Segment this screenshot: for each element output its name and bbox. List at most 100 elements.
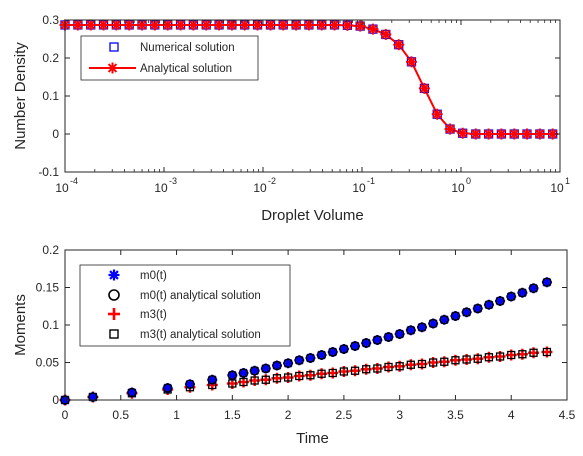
legend-marker-m3-analytical	[109, 329, 119, 339]
point-analytical	[72, 19, 84, 31]
point-m0-t-analytical-solution	[339, 344, 349, 354]
y-tick-label-0: 0.1	[42, 89, 59, 103]
legend-marker-analytical	[89, 62, 136, 74]
y-axis-label-1: Moments	[12, 294, 29, 356]
x-tick-label-0: 10	[550, 181, 564, 195]
point-analytical	[290, 19, 302, 31]
point-analytical	[380, 28, 392, 40]
legend-0: Numerical solution Analytical solution	[80, 35, 259, 81]
point-m0-t-analytical-solution	[394, 329, 405, 339]
legend-label-m3: m3(t)	[140, 309, 167, 321]
point-m3-t-analytical-solution	[428, 358, 438, 367]
point-m0-t-analytical-solution	[450, 311, 461, 321]
point-analytical	[213, 19, 225, 31]
point-analytical	[175, 19, 187, 31]
point-analytical	[457, 127, 469, 139]
legend-1: m0(t) m0(t) analytical solution m3(t) m3…	[79, 264, 291, 347]
point-m0-t-analytical-solution	[461, 307, 472, 317]
point-analytical	[405, 56, 417, 68]
x-tick-label-1: 2	[285, 408, 292, 422]
point-analytical	[187, 19, 199, 31]
point-m0-t-analytical-solution	[528, 283, 539, 293]
point-analytical	[431, 108, 443, 120]
point-analytical	[483, 128, 495, 140]
point-m0-t-analytical-solution	[406, 325, 416, 335]
point-m3-t-analytical-solution	[451, 356, 460, 365]
axes-layer-0: 10 -4 10 -3 10 -2 10 -1 10 0 10 1-0.100.10.20.3	[38, 13, 570, 195]
data-layer-0	[59, 19, 559, 140]
point-analytical	[341, 19, 353, 31]
point-m3-t-analytical-solution	[473, 354, 482, 363]
x-tick-exponent-0: 0	[466, 176, 471, 186]
point-m0-t-analytical-solution	[207, 375, 218, 385]
point-m0-t-analytical-solution	[238, 368, 249, 378]
point-analytical	[470, 128, 482, 140]
point-analytical	[98, 19, 110, 31]
point-m0-t-analytical-solution	[506, 291, 516, 302]
point-m3-t-analytical-solution	[462, 355, 471, 364]
point-m3-t-analytical-solution	[373, 364, 382, 373]
x-tick-label-0: 10	[55, 181, 69, 195]
point-m0-t-analytical-solution	[249, 366, 260, 376]
x-tick-label-1: 1	[173, 408, 180, 422]
point-m3-t-analytical-solution	[542, 347, 552, 357]
point-m0-t-analytical-solution	[227, 370, 238, 380]
y-tick-label-0: 0	[52, 127, 59, 141]
point-m0-t-analytical-solution	[495, 296, 505, 306]
point-m3-t-analytical-solution	[306, 371, 315, 380]
point-analytical	[444, 123, 456, 135]
x-tick-label-1: 4.5	[559, 408, 576, 422]
x-tick-label-1: 0	[62, 408, 69, 422]
legend-marker-numerical	[109, 42, 119, 52]
legend-label-analytical: Analytical solution	[140, 63, 232, 75]
legend-marker-m0	[108, 269, 120, 281]
point-m0-t-analytical-solution	[417, 322, 427, 332]
point-m3-t-analytical-solution	[272, 374, 282, 383]
point-analytical	[226, 19, 238, 31]
point-m3-t-analytical-solution	[384, 362, 393, 372]
x-tick-label-0: 10	[451, 181, 465, 195]
y-tick-label-0: -0.1	[38, 165, 59, 179]
point-m0-t-analytical-solution	[439, 315, 450, 325]
point-analytical	[521, 128, 533, 140]
x-tick-label-0: 10	[253, 181, 267, 195]
point-m3-t-analytical-solution	[395, 362, 404, 371]
point-analytical	[303, 19, 315, 31]
point-m0-t-analytical-solution	[127, 387, 137, 398]
x-tick-label-1: 0.5	[112, 408, 129, 422]
point-m0-t-analytical-solution	[361, 338, 371, 348]
data-layer-1	[59, 277, 553, 406]
point-m3-t-analytical-solution	[317, 369, 326, 378]
y-tick-label-1: 0.1	[42, 318, 59, 332]
x-tick-exponent-0: -2	[268, 176, 276, 186]
x-tick-label-0: 10	[154, 181, 168, 195]
point-analytical	[200, 19, 212, 31]
point-m3-t-analytical-solution	[250, 376, 259, 385]
y-axis-label-0: Number Density	[12, 42, 29, 150]
point-m0-t-analytical-solution	[316, 350, 327, 360]
y-tick-label-0: 0.3	[42, 13, 59, 27]
axes-layer-1: 0 0.5 1 1.5 2 2.5 3 3.5 4 4.5 0 0.05 0.1 0.15 0.2	[36, 243, 576, 422]
point-m0-t-analytical-solution	[372, 335, 383, 345]
legend-marker-m3	[108, 308, 120, 320]
point-m0-t-analytical-solution	[327, 347, 338, 357]
point-m3-t-analytical-solution	[362, 365, 371, 374]
point-m3-t-analytical-solution	[507, 350, 516, 360]
point-m0-t-analytical-solution	[350, 341, 360, 351]
point-analytical	[149, 19, 161, 31]
y-tick-label-1: 0.05	[36, 356, 60, 370]
point-m3-t-analytical-solution	[440, 357, 449, 366]
moments-chart: 0 0.5 1 1.5 2 2.5 3 3.5 4 4.5 0 0.05 0.1 0.15 0.2 Time…	[12, 243, 576, 447]
point-analytical	[495, 128, 507, 140]
point-m3-t-analytical-solution	[328, 368, 337, 378]
point-m0-t-analytical-solution	[517, 288, 528, 298]
point-m0-t-analytical-solution	[162, 383, 173, 393]
x-tick-label-1: 4	[508, 408, 515, 422]
point-m0-t-analytical-solution	[88, 392, 98, 402]
point-m3-t-analytical-solution	[417, 359, 427, 369]
y-tick-label-1: 0.15	[36, 281, 60, 295]
legend-label-m0-analytical: m0(t) analytical solution	[140, 290, 261, 302]
point-m3-t-analytical-solution	[339, 367, 349, 376]
point-analytical	[277, 19, 289, 31]
